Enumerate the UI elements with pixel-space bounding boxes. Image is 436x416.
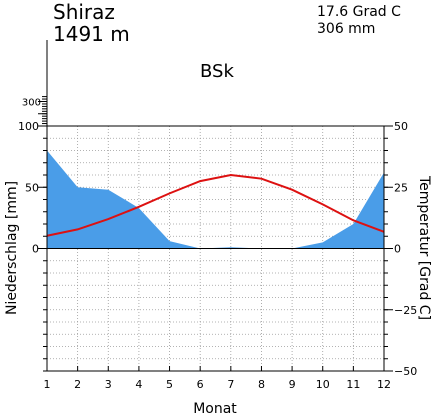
x-tick-label: 4 bbox=[135, 378, 142, 391]
x-tick-label: 7 bbox=[227, 378, 234, 391]
x-axis-label: Monat bbox=[193, 401, 237, 416]
x-tick-label: 9 bbox=[289, 378, 296, 391]
x-tick-label: 2 bbox=[74, 378, 81, 391]
temperature-line bbox=[46, 173, 385, 237]
grid-layer bbox=[47, 126, 384, 371]
station-name: Shiraz bbox=[53, 0, 115, 24]
x-tick-label: 1 bbox=[44, 378, 51, 391]
station-elevation: 1491 m bbox=[53, 22, 130, 46]
annual-precipitation: 306 mm bbox=[317, 21, 376, 37]
right-axis-label: Temperatur [Grad C] bbox=[416, 175, 432, 320]
left-axis-label: Niederschlag [mm] bbox=[4, 181, 20, 315]
left-tick-label: 100 bbox=[18, 120, 39, 133]
data-layer bbox=[46, 150, 385, 249]
x-tick-label: 10 bbox=[316, 378, 330, 391]
extended-left-tick-label: 300 bbox=[22, 98, 41, 109]
climate-class: BSk bbox=[200, 61, 234, 82]
x-tick-label: 12 bbox=[377, 378, 391, 391]
x-tick-label: 11 bbox=[346, 378, 360, 391]
right-tick-label: 25 bbox=[394, 181, 408, 194]
right-tick-label: 50 bbox=[394, 120, 408, 133]
x-tick-label: 8 bbox=[258, 378, 265, 391]
x-tick-label: 5 bbox=[166, 378, 173, 391]
x-tick-label: 6 bbox=[197, 378, 204, 391]
right-tick-label: −50 bbox=[394, 365, 417, 378]
left-tick-label: 50 bbox=[25, 181, 39, 194]
left-tick-label: 0 bbox=[32, 243, 39, 256]
right-tick-label: −25 bbox=[394, 304, 417, 317]
precipitation-area bbox=[47, 150, 384, 249]
right-tick-label: 0 bbox=[394, 243, 401, 256]
mean-temperature: 17.6 Grad C bbox=[317, 4, 401, 20]
x-tick-label: 3 bbox=[105, 378, 112, 391]
